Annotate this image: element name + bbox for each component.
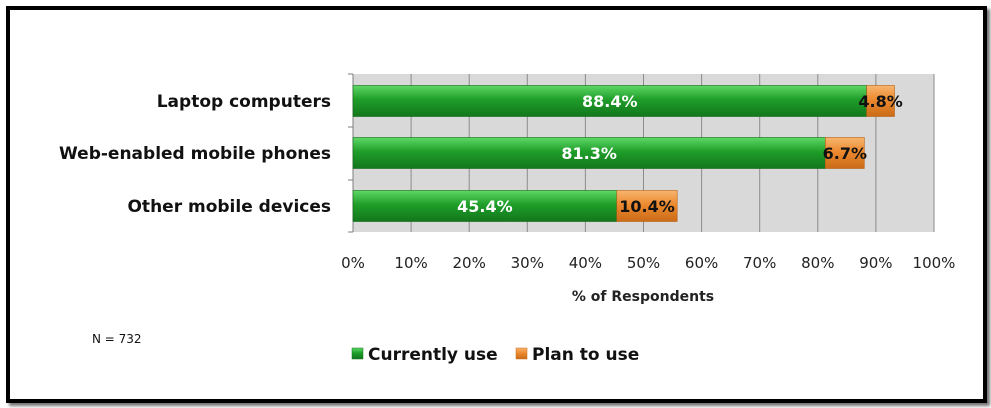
data-label-currently-use: 81.3% — [561, 144, 617, 163]
bar-plan-to-use — [616, 190, 678, 222]
bar-labels: 88.4% 4.8% 81.3% 6.7% 45.4% 10.4% — [457, 92, 903, 216]
bar-currently-use — [352, 85, 867, 117]
x-tick-label: 60% — [685, 254, 718, 272]
bar-plan-to-use — [825, 137, 865, 169]
bar-currently-use — [352, 190, 618, 222]
x-axis-title: % of Respondents — [572, 289, 714, 305]
category-label: Web-enabled mobile phones — [59, 144, 331, 164]
category-label: Other mobile devices — [127, 197, 331, 217]
x-tick-label: 20% — [453, 254, 486, 272]
bar-currently-use — [352, 137, 826, 169]
x-tick-label: 0% — [341, 254, 365, 272]
data-label-currently-use: 45.4% — [457, 197, 513, 216]
x-tick-labels: 0% 10% 20% 30% 40% 50% 60% 70% 80% 90% 100% — [341, 254, 955, 272]
category-label: Laptop computers — [157, 92, 331, 112]
x-tick-label: 70% — [743, 254, 776, 272]
data-label-plan-to-use: 6.7% — [823, 144, 867, 163]
x-tick-label: 50% — [627, 254, 660, 272]
legend-label-plan-to-use: Plan to use — [532, 345, 639, 365]
data-label-plan-to-use: 4.8% — [858, 92, 902, 111]
bar-plan-to-use — [866, 85, 895, 117]
legend-swatch-currently-use — [351, 347, 364, 360]
bars — [352, 85, 895, 222]
x-tick-label: 90% — [859, 254, 892, 272]
x-tick-label: 10% — [394, 254, 427, 272]
legend-swatch-plan-to-use — [515, 347, 528, 360]
legend: Currently use Plan to use — [351, 345, 639, 365]
legend-label-currently-use: Currently use — [368, 345, 498, 365]
category-labels: Laptop computers Web-enabled mobile phone… — [59, 92, 331, 217]
x-tick-label: 40% — [569, 254, 602, 272]
x-tick-label: 100% — [913, 254, 956, 272]
sample-size-note: N = 732 — [92, 332, 142, 346]
data-label-currently-use: 88.4% — [582, 92, 638, 111]
x-tick-label: 80% — [801, 254, 834, 272]
data-label-plan-to-use: 10.4% — [619, 197, 675, 216]
x-tick-label: 30% — [511, 254, 544, 272]
